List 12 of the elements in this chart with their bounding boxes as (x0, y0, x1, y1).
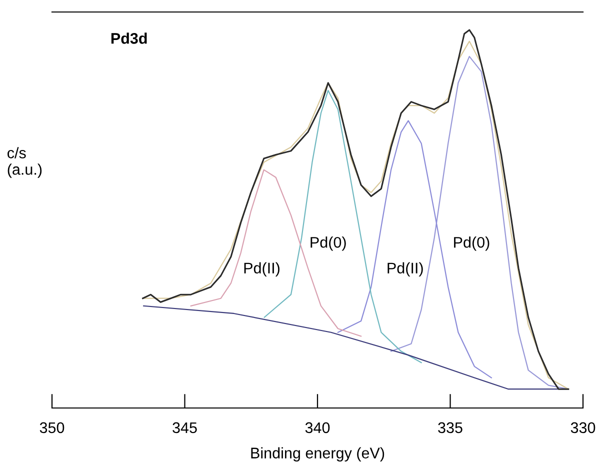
annotation: Pd(II) (244, 262, 280, 277)
x-tick-label: 345 (172, 422, 197, 434)
annotation: Pd3d (111, 32, 147, 44)
y-axis-title: c/s (a.u.) (8, 147, 42, 178)
x-tick-label: 350 (40, 422, 64, 434)
x-axis-title: Binding energy (eV) (251, 447, 384, 462)
annotation: Pd(II) (388, 262, 423, 277)
annotation: Pd(0) (310, 236, 346, 251)
annotation: Pd(0) (454, 236, 490, 251)
x-tick-label: 330 (570, 422, 596, 434)
x-tick-label: 340 (305, 422, 330, 434)
x-tick-label: 335 (438, 422, 462, 434)
